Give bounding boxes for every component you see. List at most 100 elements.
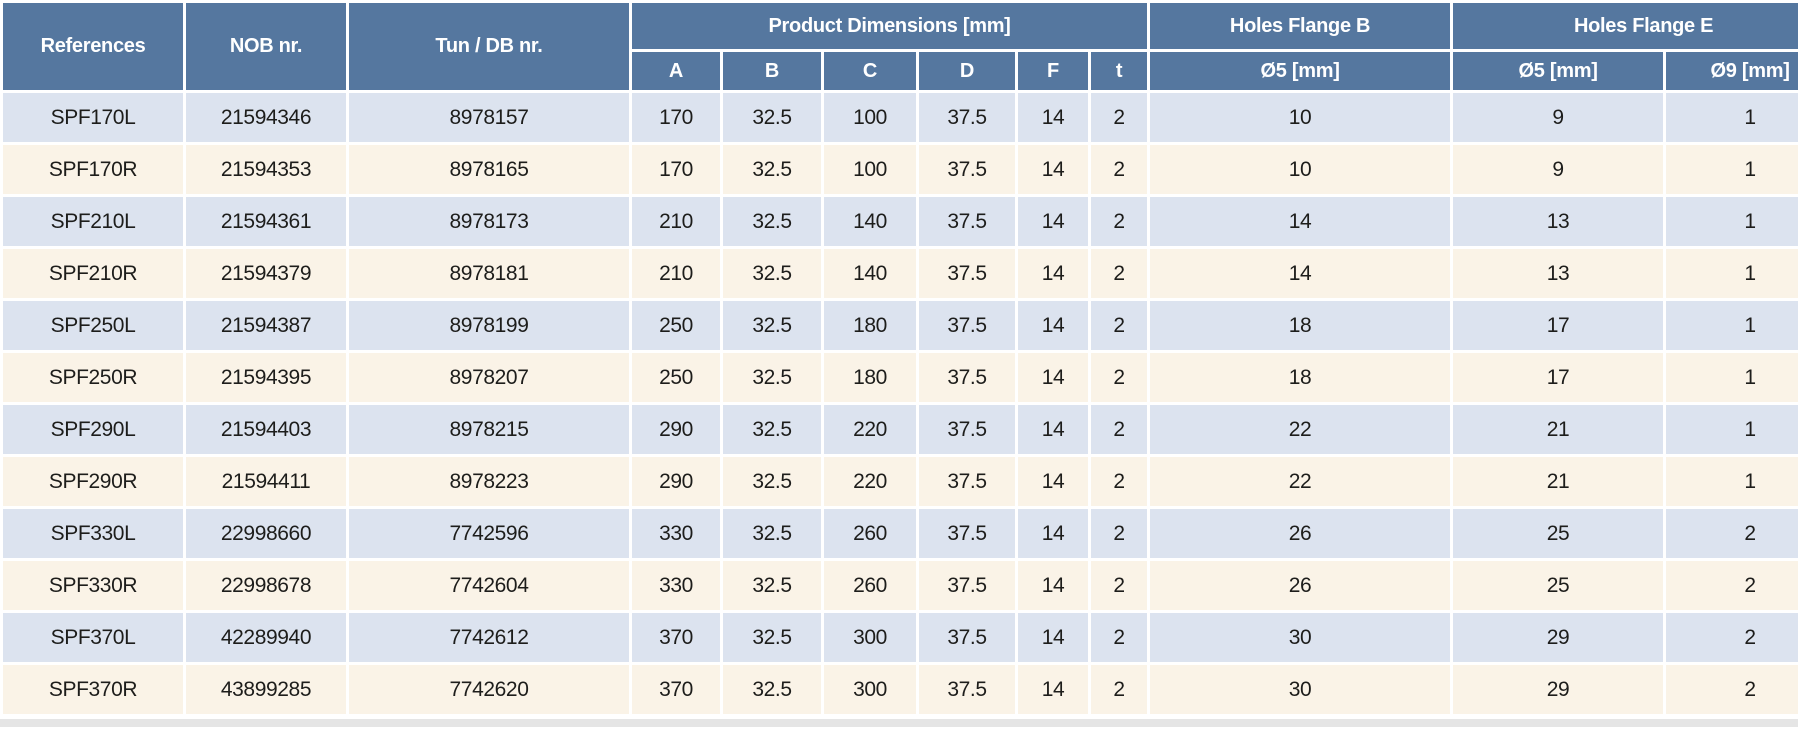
cell-nob: 21594361: [186, 197, 346, 246]
cell-c: 180: [824, 301, 916, 350]
cell-f: 14: [1018, 561, 1088, 610]
cell-b: 32.5: [723, 353, 821, 402]
cell-nob: 21594379: [186, 249, 346, 298]
cell-reference: SPF210L: [3, 197, 183, 246]
cell-nob: 22998678: [186, 561, 346, 610]
cell-a: 250: [632, 301, 720, 350]
subcol-header-f: F: [1018, 52, 1088, 90]
cell-reference: SPF330L: [3, 509, 183, 558]
cell-d: 37.5: [919, 665, 1015, 714]
table-header: References NOB nr. Tun / DB nr. Product …: [3, 3, 1798, 90]
table-row: SPF250R 21594395 8978207 250 32.5 180 37.5 14 2 1…: [3, 353, 1798, 402]
cell-tun-db: 7742612: [349, 613, 629, 662]
table-row: SPF330L 22998660 7742596 330 32.5 260 37.5 14 2 2…: [3, 509, 1798, 558]
cell-holes-e-o9: 2: [1666, 561, 1798, 610]
cell-holes-e-o9: 2: [1666, 509, 1798, 558]
cell-tun-db: 8978157: [349, 93, 629, 142]
cell-nob: 43899285: [186, 665, 346, 714]
cell-c: 140: [824, 249, 916, 298]
cell-b: 32.5: [723, 561, 821, 610]
cell-a: 250: [632, 353, 720, 402]
cell-nob: 42289940: [186, 613, 346, 662]
cell-holes-e-o5: 9: [1453, 93, 1664, 142]
cell-b: 32.5: [723, 249, 821, 298]
cell-b: 32.5: [723, 613, 821, 662]
cell-holes-e-o9: 1: [1666, 197, 1798, 246]
cell-a: 370: [632, 665, 720, 714]
cell-reference: SPF370R: [3, 665, 183, 714]
subcol-header-holes-e-diam5: Ø5 [mm]: [1453, 52, 1664, 90]
cell-f: 14: [1018, 665, 1088, 714]
cell-reference: SPF290R: [3, 457, 183, 506]
cell-a: 330: [632, 561, 720, 610]
cell-holes-b-o5: 14: [1150, 197, 1451, 246]
cell-d: 37.5: [919, 457, 1015, 506]
header-sub-row: A B C D F t Ø5 [mm] Ø5 [mm] Ø9 [mm]: [3, 52, 1798, 90]
cell-tun-db: 7742620: [349, 665, 629, 714]
cell-b: 32.5: [723, 197, 821, 246]
cell-d: 37.5: [919, 249, 1015, 298]
subcol-header-holes-e-diam9: Ø9 [mm]: [1666, 52, 1798, 90]
cell-holes-e-o5: 17: [1453, 353, 1664, 402]
cell-c: 260: [824, 561, 916, 610]
cell-t: 2: [1091, 509, 1148, 558]
cell-holes-e-o9: 1: [1666, 353, 1798, 402]
cell-holes-b-o5: 30: [1150, 665, 1451, 714]
cell-c: 300: [824, 613, 916, 662]
cell-reference: SPF170L: [3, 93, 183, 142]
cell-t: 2: [1091, 613, 1148, 662]
cell-f: 14: [1018, 249, 1088, 298]
cell-holes-e-o5: 25: [1453, 509, 1664, 558]
cell-f: 14: [1018, 457, 1088, 506]
cell-a: 210: [632, 249, 720, 298]
cell-holes-e-o9: 2: [1666, 665, 1798, 714]
cell-d: 37.5: [919, 561, 1015, 610]
cell-holes-e-o9: 1: [1666, 93, 1798, 142]
cell-holes-e-o9: 1: [1666, 405, 1798, 454]
subcol-header-c: C: [824, 52, 916, 90]
cell-t: 2: [1091, 665, 1148, 714]
col-header-tun-db-nr: Tun / DB nr.: [349, 3, 629, 90]
cell-d: 37.5: [919, 145, 1015, 194]
cell-holes-b-o5: 22: [1150, 405, 1451, 454]
cell-t: 2: [1091, 197, 1148, 246]
cell-nob: 21594411: [186, 457, 346, 506]
cell-holes-b-o5: 22: [1150, 457, 1451, 506]
subcol-header-b: B: [723, 52, 821, 90]
cell-nob: 21594403: [186, 405, 346, 454]
cell-nob: 21594387: [186, 301, 346, 350]
table-body: SPF170L 21594346 8978157 170 32.5 100 37.5 14 2 1…: [3, 93, 1798, 714]
cell-reference: SPF290L: [3, 405, 183, 454]
col-header-nob-nr: NOB nr.: [186, 3, 346, 90]
subcol-header-d: D: [919, 52, 1015, 90]
table-row: SPF210L 21594361 8978173 210 32.5 140 37.5 14 2 1…: [3, 197, 1798, 246]
cell-holes-e-o5: 9: [1453, 145, 1664, 194]
cell-a: 170: [632, 145, 720, 194]
cell-holes-b-o5: 18: [1150, 353, 1451, 402]
cell-tun-db: 8978199: [349, 301, 629, 350]
cell-t: 2: [1091, 301, 1148, 350]
subcol-header-a: A: [632, 52, 720, 90]
cell-f: 14: [1018, 145, 1088, 194]
table-row: SPF290R 21594411 8978223 290 32.5 220 37.5 14 2 2…: [3, 457, 1798, 506]
cell-tun-db: 8978165: [349, 145, 629, 194]
product-spec-table: References NOB nr. Tun / DB nr. Product …: [3, 3, 1798, 714]
group-header-product-dimensions: Product Dimensions [mm]: [632, 3, 1148, 49]
cell-f: 14: [1018, 405, 1088, 454]
cell-nob: 21594395: [186, 353, 346, 402]
group-header-holes-flange-e: Holes Flange E: [1453, 3, 1798, 49]
cell-a: 290: [632, 405, 720, 454]
subcol-header-holes-b-diam5: Ø5 [mm]: [1150, 52, 1451, 90]
cell-tun-db: 7742604: [349, 561, 629, 610]
cell-b: 32.5: [723, 405, 821, 454]
cell-f: 14: [1018, 197, 1088, 246]
cell-a: 370: [632, 613, 720, 662]
cell-reference: SPF250R: [3, 353, 183, 402]
table-row: SPF170R 21594353 8978165 170 32.5 100 37.5 14 2 1…: [3, 145, 1798, 194]
cell-d: 37.5: [919, 613, 1015, 662]
cell-reference: SPF330R: [3, 561, 183, 610]
cell-b: 32.5: [723, 457, 821, 506]
cell-t: 2: [1091, 93, 1148, 142]
cell-tun-db: 8978173: [349, 197, 629, 246]
